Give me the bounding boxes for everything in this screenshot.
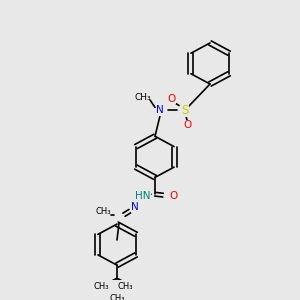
Text: HN: HN bbox=[135, 191, 151, 201]
Text: CH₃: CH₃ bbox=[118, 282, 133, 291]
Text: CH₃: CH₃ bbox=[109, 294, 125, 300]
Text: O: O bbox=[167, 94, 175, 104]
Text: N: N bbox=[131, 202, 139, 212]
Text: CH₃: CH₃ bbox=[93, 282, 109, 291]
Text: S: S bbox=[181, 104, 189, 117]
Text: CH₃: CH₃ bbox=[95, 206, 111, 215]
Text: O: O bbox=[183, 120, 191, 130]
Text: CH₃: CH₃ bbox=[135, 93, 151, 102]
Text: O: O bbox=[169, 191, 177, 201]
Text: N: N bbox=[156, 105, 164, 115]
